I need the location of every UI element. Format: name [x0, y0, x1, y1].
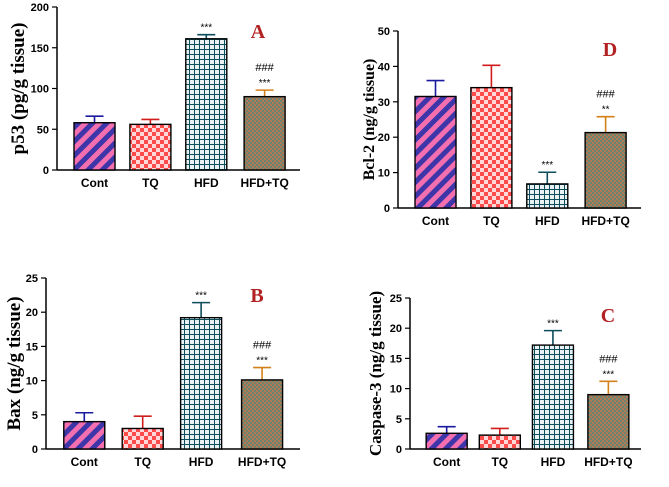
y-tick-label: 50 [378, 26, 390, 38]
x-category-label: HFD [541, 455, 566, 469]
hash-label: ### [596, 89, 615, 101]
panel-letter: A [251, 21, 266, 43]
bar-hfd [526, 183, 569, 209]
significance-label: ** [602, 105, 610, 116]
y-tick-label: 10 [390, 384, 402, 396]
y-tick-label: 25 [390, 293, 402, 305]
x-category-label: Cont [71, 455, 98, 469]
x-category-label: HFD+TQ [240, 176, 288, 190]
x-category-label: TQ [142, 176, 159, 190]
y-tick-label: 25 [26, 273, 38, 285]
y-tick-label: 20 [378, 132, 390, 144]
y-tick-label: 40 [378, 61, 390, 73]
y-tick-label: 10 [378, 168, 390, 180]
hash-label: ### [253, 340, 272, 352]
panel-letter: D [603, 39, 617, 61]
bar-hfd [531, 344, 575, 450]
y-tick-label: 0 [32, 444, 38, 456]
y-tick-label: 200 [31, 2, 49, 14]
bar-tq [470, 86, 513, 209]
bar-tq [478, 434, 521, 450]
x-category-label: HFD [535, 214, 560, 228]
x-category-label: Cont [422, 214, 449, 228]
y-tick-label: 150 [31, 43, 49, 55]
bar-cont [425, 432, 468, 450]
bar-hfd-tq [243, 95, 286, 171]
bar-cont [414, 95, 457, 209]
x-category-label: HFD [194, 176, 219, 190]
x-category-label: Cont [433, 455, 460, 469]
x-category-label: Cont [81, 176, 108, 190]
y-tick-label: 50 [37, 124, 49, 136]
y-tick-label: 0 [396, 444, 402, 456]
bar-hfd [179, 316, 223, 450]
y-axis-title: Bcl-2 (ng/g tissue) [361, 59, 378, 181]
bar-hfd [185, 38, 228, 171]
y-tick-label: 10 [26, 376, 38, 388]
significance-label: *** [541, 160, 553, 171]
significance-label: *** [256, 356, 268, 367]
x-category-label: TQ [483, 214, 500, 228]
y-axis-title: Bax (ng/g tissue) [4, 296, 25, 430]
bar-hfd-tq [587, 393, 630, 450]
bar-hfd-tq [240, 379, 284, 450]
significance-label: *** [603, 369, 615, 380]
y-tick-label: 15 [390, 353, 402, 365]
y-axis-title: Caspase-3 (ng/g tissue) [366, 291, 385, 456]
x-category-label: HFD+TQ [581, 214, 629, 228]
bar-cont [73, 122, 116, 171]
y-tick-label: 0 [384, 203, 390, 215]
bar-tq [129, 123, 172, 171]
bar-tq [121, 427, 164, 450]
x-category-label: HFD [189, 455, 214, 469]
significance-label: *** [195, 291, 207, 302]
y-tick-label: 100 [31, 84, 49, 96]
panel-caspase3-chart: 0 5 10 15 20 25 Caspase-3 (ng/g tissue) C Cont TQ… [366, 291, 641, 469]
x-category-label: HFD+TQ [238, 455, 286, 469]
significance-label: *** [259, 78, 271, 89]
y-tick-label: 5 [396, 414, 402, 426]
y-tick-label: 0 [43, 165, 49, 177]
significance-label: *** [547, 319, 559, 330]
panel-letter: C [601, 305, 615, 327]
x-category-label: HFD+TQ [584, 455, 632, 469]
y-tick-label: 5 [32, 410, 38, 422]
y-tick-label: 30 [378, 97, 390, 109]
panel-letter: B [250, 285, 263, 307]
significance-label: *** [200, 23, 212, 34]
x-category-label: TQ [134, 455, 151, 469]
hash-label: ### [255, 62, 274, 74]
bar-cont [63, 420, 106, 450]
y-axis-title: p53 (pg/g tissue) [8, 23, 29, 155]
hash-label: ### [599, 353, 618, 365]
bar-hfd-tq [584, 131, 627, 209]
y-tick-label: 20 [390, 323, 402, 335]
y-tick-label: 20 [26, 307, 38, 319]
x-category-label: TQ [491, 455, 508, 469]
y-tick-label: 15 [26, 341, 38, 353]
